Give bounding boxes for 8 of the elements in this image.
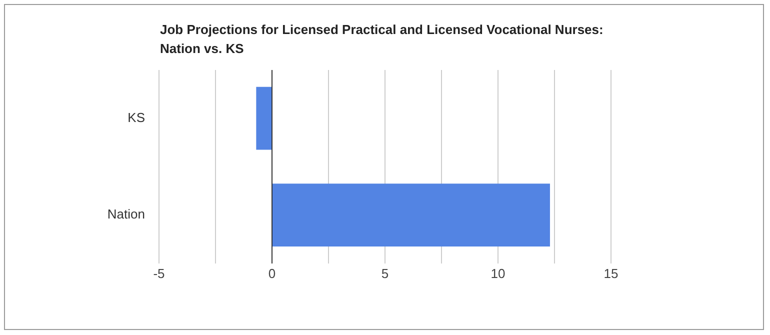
x-tick-label: 0 (268, 266, 276, 281)
x-tick-label: 10 (490, 266, 506, 281)
x-tick-label: -5 (153, 266, 165, 281)
y-tick-label: KS (128, 110, 146, 125)
y-tick-label: Nation (107, 206, 145, 222)
x-tick-label: 15 (604, 266, 618, 281)
chart-title: Job Projections for Licensed Practical and Licensed Vocational Nurses: Nation vs. KS (160, 21, 604, 58)
x-tick-label: 5 (381, 266, 389, 281)
